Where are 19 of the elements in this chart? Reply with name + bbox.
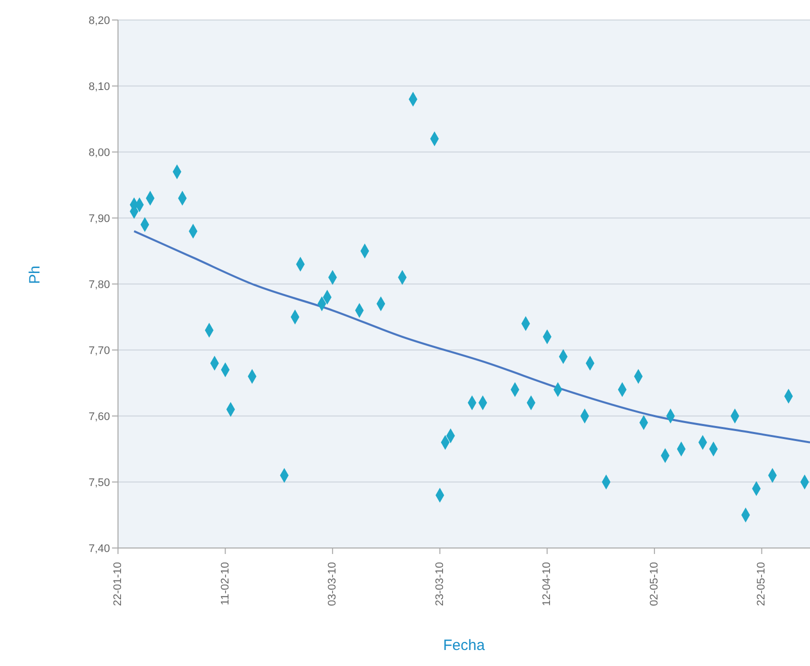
y-tick-label: 7,70 [88, 344, 110, 357]
y-tick-label: 7,90 [88, 212, 110, 225]
x-tick-label: 11-02-10 [219, 562, 232, 606]
y-axis-title: Ph [26, 266, 44, 284]
y-tick-label: 8,00 [88, 146, 110, 159]
y-tick-label: 7,40 [88, 542, 110, 555]
x-tick-label: 22-01-10 [112, 562, 124, 606]
x-tick-label: 12-04-10 [541, 562, 554, 606]
y-tick-label: 7,50 [88, 476, 110, 489]
x-tick-label: 02-05-10 [648, 562, 660, 606]
y-tick-label: 7,60 [88, 410, 110, 423]
x-tick-label: 23-03-10 [434, 562, 446, 606]
y-tick-label: 8,20 [88, 14, 110, 27]
y-tick-label: 8,10 [88, 80, 110, 93]
line-series [133, 230, 810, 444]
x-tick-label: 03-03-10 [326, 562, 339, 606]
x-tick-label: 22-05-10 [756, 562, 768, 606]
y-tick-label: 7,80 [88, 278, 110, 291]
x-axis-title: Fecha [443, 637, 486, 654]
